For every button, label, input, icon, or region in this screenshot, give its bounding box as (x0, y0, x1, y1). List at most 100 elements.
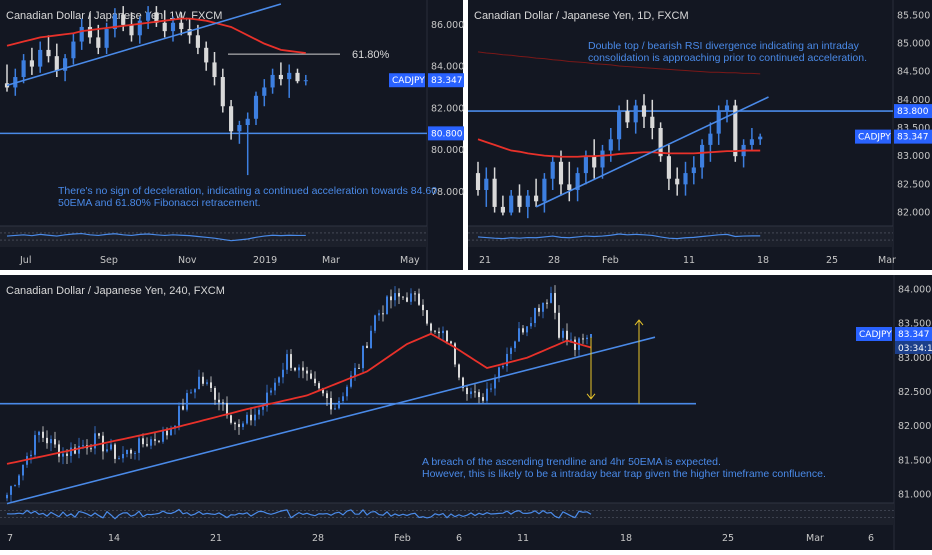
candle (22, 464, 24, 481)
candle-body (546, 302, 548, 304)
symbol-tag (856, 326, 892, 341)
candle-body (46, 49, 51, 57)
candle (278, 376, 280, 386)
candle (306, 366, 308, 381)
candle (394, 286, 396, 307)
candle-body (254, 414, 256, 421)
candle-body (245, 118, 250, 126)
candle (518, 322, 520, 342)
candle-body (258, 409, 260, 415)
annotation-text: Double top / bearish RSI divergence indi… (588, 40, 860, 52)
candle (733, 99, 738, 162)
candle (330, 391, 332, 415)
candle (129, 12, 134, 42)
candle (286, 349, 288, 375)
candle (342, 392, 344, 404)
candle (550, 156, 555, 190)
candle-body (330, 398, 332, 410)
candle (258, 407, 260, 420)
candle-body (112, 14, 117, 30)
rsi-band-lines (0, 232, 427, 241)
candle-body (246, 414, 248, 424)
candle (462, 376, 464, 392)
rsi-line (477, 233, 761, 240)
candle-body (474, 391, 476, 393)
candle-body (290, 354, 292, 368)
candle (298, 364, 300, 378)
ema200-line (477, 51, 761, 75)
candle-body (590, 333, 592, 338)
y-tick-label: 83.000 (898, 353, 931, 364)
candle (10, 485, 12, 503)
candle (625, 99, 630, 128)
candle (530, 317, 532, 329)
candle-body (442, 330, 444, 334)
candle-body (63, 58, 68, 71)
y-tick-label: 84.500 (897, 67, 930, 78)
y-tick-label: 82.500 (897, 179, 930, 190)
candle (666, 144, 671, 190)
candle (14, 484, 16, 487)
candle-body (500, 206, 505, 213)
candle (30, 450, 32, 464)
candle (500, 195, 505, 216)
candle (550, 286, 552, 304)
ema50-line (6, 17, 306, 54)
candle-body (146, 444, 148, 446)
candle (229, 99, 234, 140)
candle (134, 450, 136, 460)
candle-body (282, 369, 284, 378)
candle (274, 378, 276, 396)
candle-body (506, 353, 508, 367)
candle-body (522, 328, 524, 333)
candle (582, 333, 584, 344)
candle-body (462, 377, 464, 389)
candle (633, 99, 638, 134)
candle (87, 12, 93, 44)
rsi-pane-background (468, 226, 893, 247)
candle (426, 310, 428, 326)
candle (253, 91, 259, 126)
down-arrow-head (586, 393, 596, 400)
candle (600, 144, 605, 179)
x-tick-label: Feb (394, 533, 411, 544)
candle-body (278, 74, 283, 80)
candle (222, 399, 224, 411)
candle-body (466, 388, 468, 395)
level-price-tag-label: 83.800 (897, 107, 929, 117)
candle-body (517, 195, 522, 207)
candle (282, 362, 284, 384)
candle (314, 371, 316, 386)
rsi-band-lines (468, 232, 893, 241)
candle (562, 328, 564, 341)
annotation-text: A breach of the ascending trendline and … (422, 456, 721, 468)
candle-body (583, 156, 588, 174)
x-tick-label: 2019 (253, 255, 277, 266)
candle-body (178, 406, 180, 426)
candle (230, 414, 232, 425)
candle-body (138, 438, 140, 453)
candle (442, 326, 444, 341)
rsi-line (6, 508, 592, 520)
candle (574, 336, 576, 357)
candle (154, 6, 159, 27)
annotation-text: consolidation is approaching prior to co… (588, 52, 867, 64)
candle-body (210, 382, 212, 388)
y-tick-label: 84.000 (431, 62, 464, 73)
candle-body (378, 313, 380, 316)
y-tick-label: 80.000 (431, 145, 464, 156)
candle-body (534, 195, 539, 202)
candle-body (74, 447, 76, 454)
candle-body (204, 47, 209, 63)
candle-body (574, 339, 576, 350)
candle-body (130, 449, 132, 454)
candle-body (394, 293, 396, 301)
candle (418, 288, 420, 306)
candle-body (402, 296, 404, 298)
candle-body (270, 74, 275, 88)
symbol-tag-label: CADJPY (858, 133, 891, 143)
candle-body (334, 408, 336, 410)
candle (484, 167, 489, 207)
candle (46, 430, 48, 449)
candle (38, 41, 43, 73)
